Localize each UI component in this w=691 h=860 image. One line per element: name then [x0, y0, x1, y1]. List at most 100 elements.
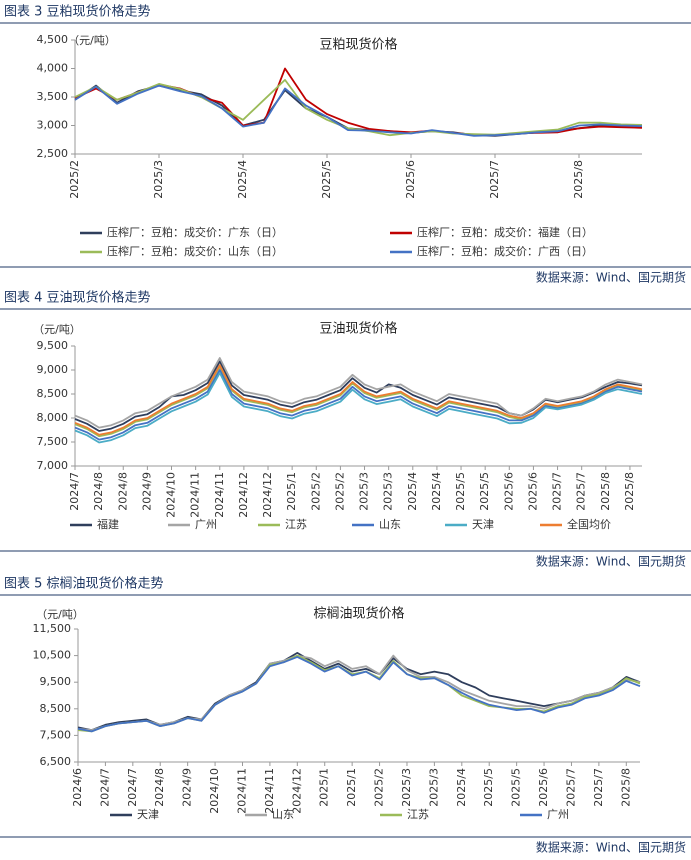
- y-tick-label: 4,500: [37, 33, 69, 46]
- source-note: 数据来源：Wind、国元期货: [536, 554, 686, 569]
- x-tick-label: 2024/9: [140, 472, 153, 511]
- x-tick-label: 2025/8: [623, 472, 636, 511]
- series-line: [74, 365, 643, 438]
- legend-label: 天津: [137, 808, 159, 821]
- y-tick-label: 11,500: [33, 622, 72, 635]
- legend-label: 江苏: [285, 518, 307, 531]
- y-tick-label: 7,000: [37, 459, 69, 472]
- y-tick-label: 3,500: [37, 90, 69, 103]
- x-tick-label: 2025/2: [68, 160, 81, 199]
- y-tick-label: 9,000: [37, 363, 69, 376]
- x-tick-label: 2025/6: [526, 472, 539, 511]
- x-tick-label: 2025/2: [373, 768, 386, 807]
- x-tick-label: 2025/4: [455, 768, 468, 807]
- x-tick-label: 2024/10: [208, 768, 221, 814]
- y-tick-label: 10,500: [33, 649, 72, 662]
- legend-label: 广州: [547, 808, 569, 821]
- x-tick-label: 2025/5: [320, 160, 333, 199]
- x-tick-label: 2025/1: [318, 768, 331, 807]
- x-tick-label: 2025/3: [400, 768, 413, 807]
- x-tick-label: 2025/4: [430, 472, 443, 511]
- series-line: [77, 652, 641, 731]
- x-tick-label: 2025/5: [482, 768, 495, 807]
- x-tick-label: 2025/7: [551, 472, 564, 511]
- y-unit: （元/吨）: [36, 608, 84, 621]
- series-line: [74, 369, 643, 441]
- x-tick-label: 2025/8: [619, 768, 632, 807]
- x-tick-label: 2024/12: [261, 472, 274, 518]
- legend-label: 福建: [97, 517, 119, 531]
- legend-label: 压榨厂：豆粕：成交价：福建（日）: [417, 225, 593, 239]
- x-tick-label: 2025/5: [510, 768, 523, 807]
- x-tick-label: 2024/11: [213, 472, 226, 518]
- x-tick-label: 2025/6: [404, 160, 417, 199]
- x-tick-label: 2025/8: [599, 472, 612, 511]
- y-tick-label: 4,000: [37, 62, 69, 75]
- x-tick-label: 2024/7: [126, 768, 139, 807]
- series-line: [74, 357, 643, 429]
- legend-label: 压榨厂：豆粕：成交价：广西（日）: [417, 244, 593, 258]
- figure-heading: 图表 4 豆油现货价格走势: [4, 290, 151, 306]
- x-tick-label: 2025/5: [454, 472, 467, 511]
- x-tick-label: 2025/4: [236, 160, 249, 199]
- x-tick-label: 2025/7: [575, 472, 588, 511]
- series-line: [74, 84, 643, 137]
- x-tick-label: 2025/3: [152, 160, 165, 199]
- y-tick-label: 8,000: [37, 411, 69, 424]
- legend-label: 山东: [379, 518, 401, 531]
- x-tick-label: 2024/7: [68, 472, 81, 511]
- x-tick-label: 2025/5: [478, 472, 491, 511]
- chart-title: 豆油现货价格: [319, 321, 397, 337]
- x-tick-label: 2025/7: [592, 768, 605, 807]
- legend-label: 全国均价: [567, 517, 611, 531]
- y-tick-label: 7,500: [40, 728, 72, 741]
- y-tick-label: 9,500: [37, 339, 69, 352]
- series-line: [77, 656, 641, 733]
- x-tick-label: 2024/11: [235, 768, 248, 814]
- y-tick-label: 8,500: [37, 387, 69, 400]
- x-tick-label: 2024/11: [263, 768, 276, 814]
- x-tick-label: 2025/3: [382, 472, 395, 511]
- figure-heading: 图表 5 棕榈油现货价格走势: [4, 576, 164, 592]
- series-line: [74, 372, 643, 444]
- y-tick-label: 3,000: [37, 119, 69, 132]
- x-tick-label: 2025/4: [406, 472, 419, 511]
- x-tick-label: 2024/8: [92, 472, 105, 511]
- y-unit: （元/吨）: [68, 34, 116, 47]
- legend-label: 山东: [272, 808, 294, 821]
- x-tick-label: 2024/10: [165, 472, 178, 518]
- y-tick-label: 2,500: [37, 147, 69, 160]
- x-tick-label: 2024/12: [237, 472, 250, 518]
- series-line: [74, 79, 643, 137]
- x-tick-label: 2025/7: [564, 768, 577, 807]
- y-unit: （元/吨）: [33, 323, 81, 336]
- series-line: [74, 84, 643, 137]
- x-tick-label: 2025/2: [333, 472, 346, 511]
- x-tick-label: 2025/1: [345, 768, 358, 807]
- legend-label: 江苏: [407, 808, 429, 821]
- x-tick-label: 2024/8: [116, 472, 129, 511]
- y-tick-label: 8,500: [40, 702, 72, 715]
- x-tick-label: 2025/1: [285, 472, 298, 511]
- x-tick-label: 2025/6: [502, 472, 515, 511]
- x-tick-label: 2024/9: [181, 768, 194, 807]
- legend-label: 天津: [472, 518, 494, 531]
- x-tick-label: 2024/6: [71, 768, 84, 807]
- x-tick-label: 2025/3: [358, 472, 371, 511]
- chart-title: 棕榈油现货价格: [313, 606, 404, 622]
- x-tick-label: 2025/8: [572, 160, 585, 199]
- x-tick-label: 2025/3: [427, 768, 440, 807]
- y-tick-label: 9,500: [40, 675, 72, 688]
- series-line: [77, 654, 641, 731]
- chart-title: 豆粕现货价格: [319, 37, 397, 53]
- series-line: [74, 360, 643, 432]
- legend-label: 压榨厂：豆粕：成交价：广东（日）: [107, 225, 283, 239]
- legend-label: 广州: [195, 518, 217, 531]
- y-tick-label: 6,500: [40, 755, 72, 768]
- x-tick-label: 2024/8: [153, 768, 166, 807]
- y-tick-label: 7,500: [37, 435, 69, 448]
- series-line: [74, 364, 643, 436]
- x-tick-label: 2025/6: [537, 768, 550, 807]
- x-tick-label: 2025/7: [488, 160, 501, 199]
